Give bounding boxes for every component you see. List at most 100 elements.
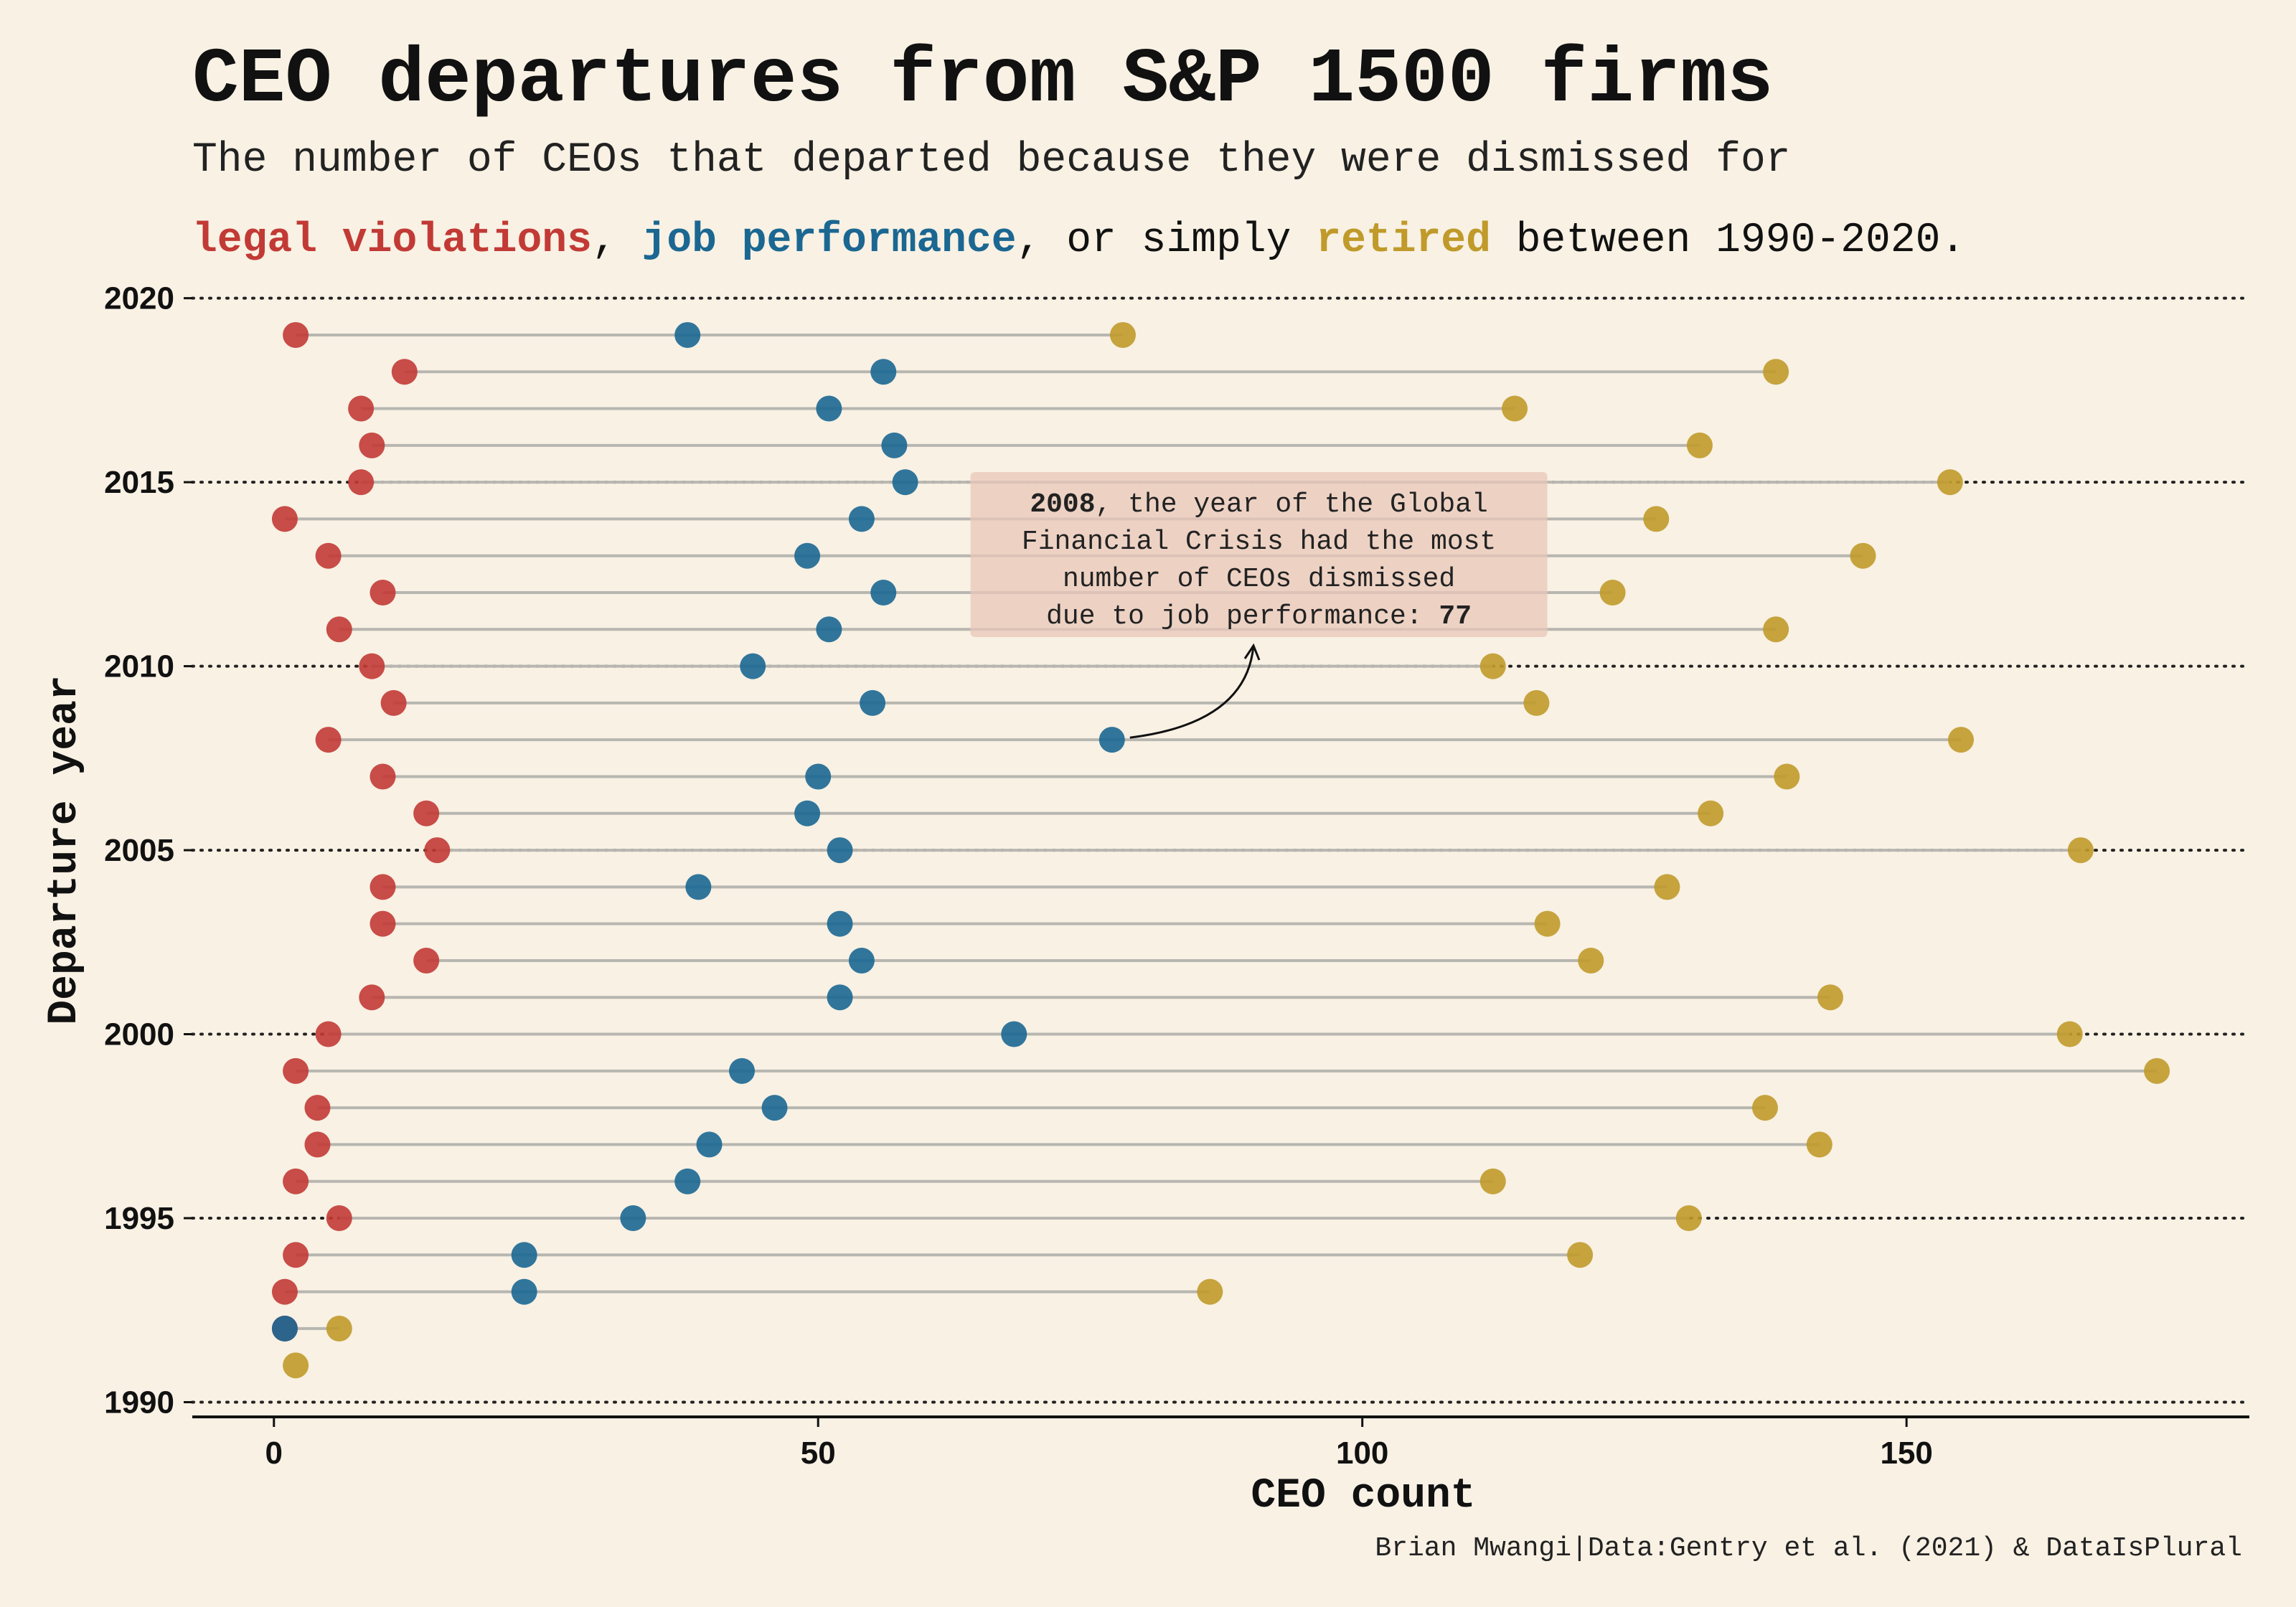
y-tick-label: 2010 bbox=[104, 649, 174, 684]
legal-point-1998 bbox=[304, 1095, 331, 1121]
annotation-text: number of CEOs dismissed bbox=[1063, 564, 1455, 595]
performance-point-2005 bbox=[827, 837, 853, 864]
retired-point-2008 bbox=[1948, 727, 1975, 753]
retired-point-1997 bbox=[1806, 1131, 1832, 1158]
credit-text: Brian Mwangi|Data:Gentry et al. (2021) &… bbox=[1375, 1533, 2242, 1564]
performance-point-2001 bbox=[827, 984, 853, 1011]
performance-point-2014 bbox=[848, 506, 875, 532]
retired-point-2011 bbox=[1763, 616, 1789, 643]
legal-point-2014 bbox=[271, 506, 298, 532]
retired-point-1994 bbox=[1567, 1242, 1594, 1268]
performance-point-2017 bbox=[816, 395, 842, 422]
legal-point-2006 bbox=[413, 800, 440, 826]
legal-point-2016 bbox=[359, 432, 385, 458]
retired-point-2016 bbox=[1686, 432, 1713, 458]
legal-point-2005 bbox=[424, 837, 451, 864]
performance-point-2019 bbox=[674, 321, 701, 348]
performance-point-1993 bbox=[511, 1278, 537, 1305]
legal-point-1996 bbox=[283, 1168, 309, 1194]
legal-point-2004 bbox=[370, 874, 396, 900]
y-axis-label: Departure year bbox=[42, 675, 88, 1024]
performance-point-1998 bbox=[761, 1095, 788, 1121]
subtitle-part: job performance bbox=[642, 217, 1017, 264]
subtitle-part: retired bbox=[1316, 217, 1491, 264]
performance-point-1999 bbox=[729, 1057, 756, 1084]
performance-point-2004 bbox=[685, 874, 712, 900]
retired-point-2013 bbox=[1850, 542, 1876, 569]
performance-point-1992 bbox=[271, 1315, 298, 1342]
chart-subtitle-line2: legal violations, job performance, or si… bbox=[192, 217, 1965, 264]
retired-point-2015 bbox=[1937, 469, 1963, 496]
annotation-line: due to job performance: 77 bbox=[1046, 601, 1472, 632]
performance-point-2012 bbox=[870, 580, 897, 606]
y-tick-label: 2020 bbox=[104, 281, 174, 316]
performance-point-2013 bbox=[794, 542, 821, 569]
x-tick-label: 150 bbox=[1880, 1436, 1932, 1471]
retired-point-2004 bbox=[1654, 874, 1680, 900]
legal-point-1999 bbox=[283, 1057, 309, 1084]
legal-point-2017 bbox=[348, 395, 375, 422]
y-tick-label: 2000 bbox=[104, 1017, 174, 1052]
x-axis-label: CEO count bbox=[1251, 1473, 1475, 1519]
performance-point-1994 bbox=[511, 1242, 537, 1268]
legal-point-2010 bbox=[359, 653, 385, 679]
subtitle-part: between 1990-2020. bbox=[1491, 217, 1965, 264]
performance-point-2010 bbox=[740, 653, 766, 679]
retired-point-1999 bbox=[2144, 1057, 2170, 1084]
y-tick-label: 2015 bbox=[104, 465, 174, 500]
performance-point-2007 bbox=[805, 763, 832, 790]
annotation-line: 2008, the year of the Global bbox=[1030, 489, 1488, 520]
retired-point-2009 bbox=[1523, 689, 1550, 716]
legal-point-1997 bbox=[304, 1131, 331, 1158]
legal-point-1993 bbox=[271, 1278, 298, 1305]
retired-point-2014 bbox=[1643, 506, 1670, 532]
annotation-arrow bbox=[1129, 645, 1255, 739]
performance-point-2009 bbox=[860, 689, 886, 716]
legal-point-2002 bbox=[413, 947, 440, 974]
legal-point-2008 bbox=[315, 727, 342, 753]
chart-subtitle-line1: The number of CEOs that departed because… bbox=[192, 137, 1791, 184]
retired-point-2003 bbox=[1534, 910, 1561, 937]
legal-point-2012 bbox=[370, 580, 396, 606]
subtitle-part: , or simply bbox=[1017, 217, 1317, 264]
legal-point-2003 bbox=[370, 910, 396, 937]
legal-point-2015 bbox=[348, 469, 375, 496]
y-tick-label: 1995 bbox=[104, 1201, 174, 1236]
retired-point-2000 bbox=[2056, 1021, 2083, 1047]
x-tick-label: 50 bbox=[801, 1436, 836, 1471]
y-tick-label: 2005 bbox=[104, 833, 174, 868]
legal-point-1994 bbox=[283, 1242, 309, 1268]
legal-point-2018 bbox=[391, 359, 418, 385]
legal-point-1995 bbox=[326, 1205, 352, 1232]
performance-point-2003 bbox=[827, 910, 853, 937]
legal-point-2011 bbox=[326, 616, 352, 643]
legal-point-2009 bbox=[380, 689, 407, 716]
annotation-text: due to job performance: bbox=[1046, 601, 1439, 632]
retired-point-2002 bbox=[1578, 947, 1604, 974]
legal-point-2019 bbox=[283, 321, 309, 348]
performance-point-1995 bbox=[620, 1205, 646, 1232]
retired-point-1992 bbox=[326, 1315, 352, 1342]
performance-point-2002 bbox=[848, 947, 875, 974]
chart-title: CEO departures from S&P 1500 firms bbox=[192, 37, 1774, 124]
performance-point-2006 bbox=[794, 800, 821, 826]
subtitle-part: , bbox=[592, 217, 642, 264]
x-tick-label: 100 bbox=[1336, 1436, 1388, 1471]
annotation-arrowhead bbox=[1243, 643, 1261, 661]
legal-point-2007 bbox=[370, 763, 396, 790]
annotation-text: Financial Crisis had the most bbox=[1022, 527, 1496, 557]
performance-point-2015 bbox=[892, 469, 918, 496]
retired-point-1991 bbox=[283, 1352, 309, 1379]
retired-point-2012 bbox=[1599, 580, 1626, 606]
annotation: 2008, the year of the Global Financial Cr… bbox=[970, 472, 1548, 739]
performance-point-1997 bbox=[696, 1131, 723, 1158]
performance-point-2000 bbox=[1001, 1021, 1027, 1047]
performance-point-1996 bbox=[674, 1168, 701, 1194]
retired-point-1996 bbox=[1479, 1168, 1506, 1194]
annotation-text: , the year of the Global bbox=[1096, 489, 1488, 520]
retired-point-2010 bbox=[1479, 653, 1506, 679]
annotation-text: 77 bbox=[1439, 601, 1472, 632]
subtitle-part: legal violations bbox=[192, 217, 592, 264]
